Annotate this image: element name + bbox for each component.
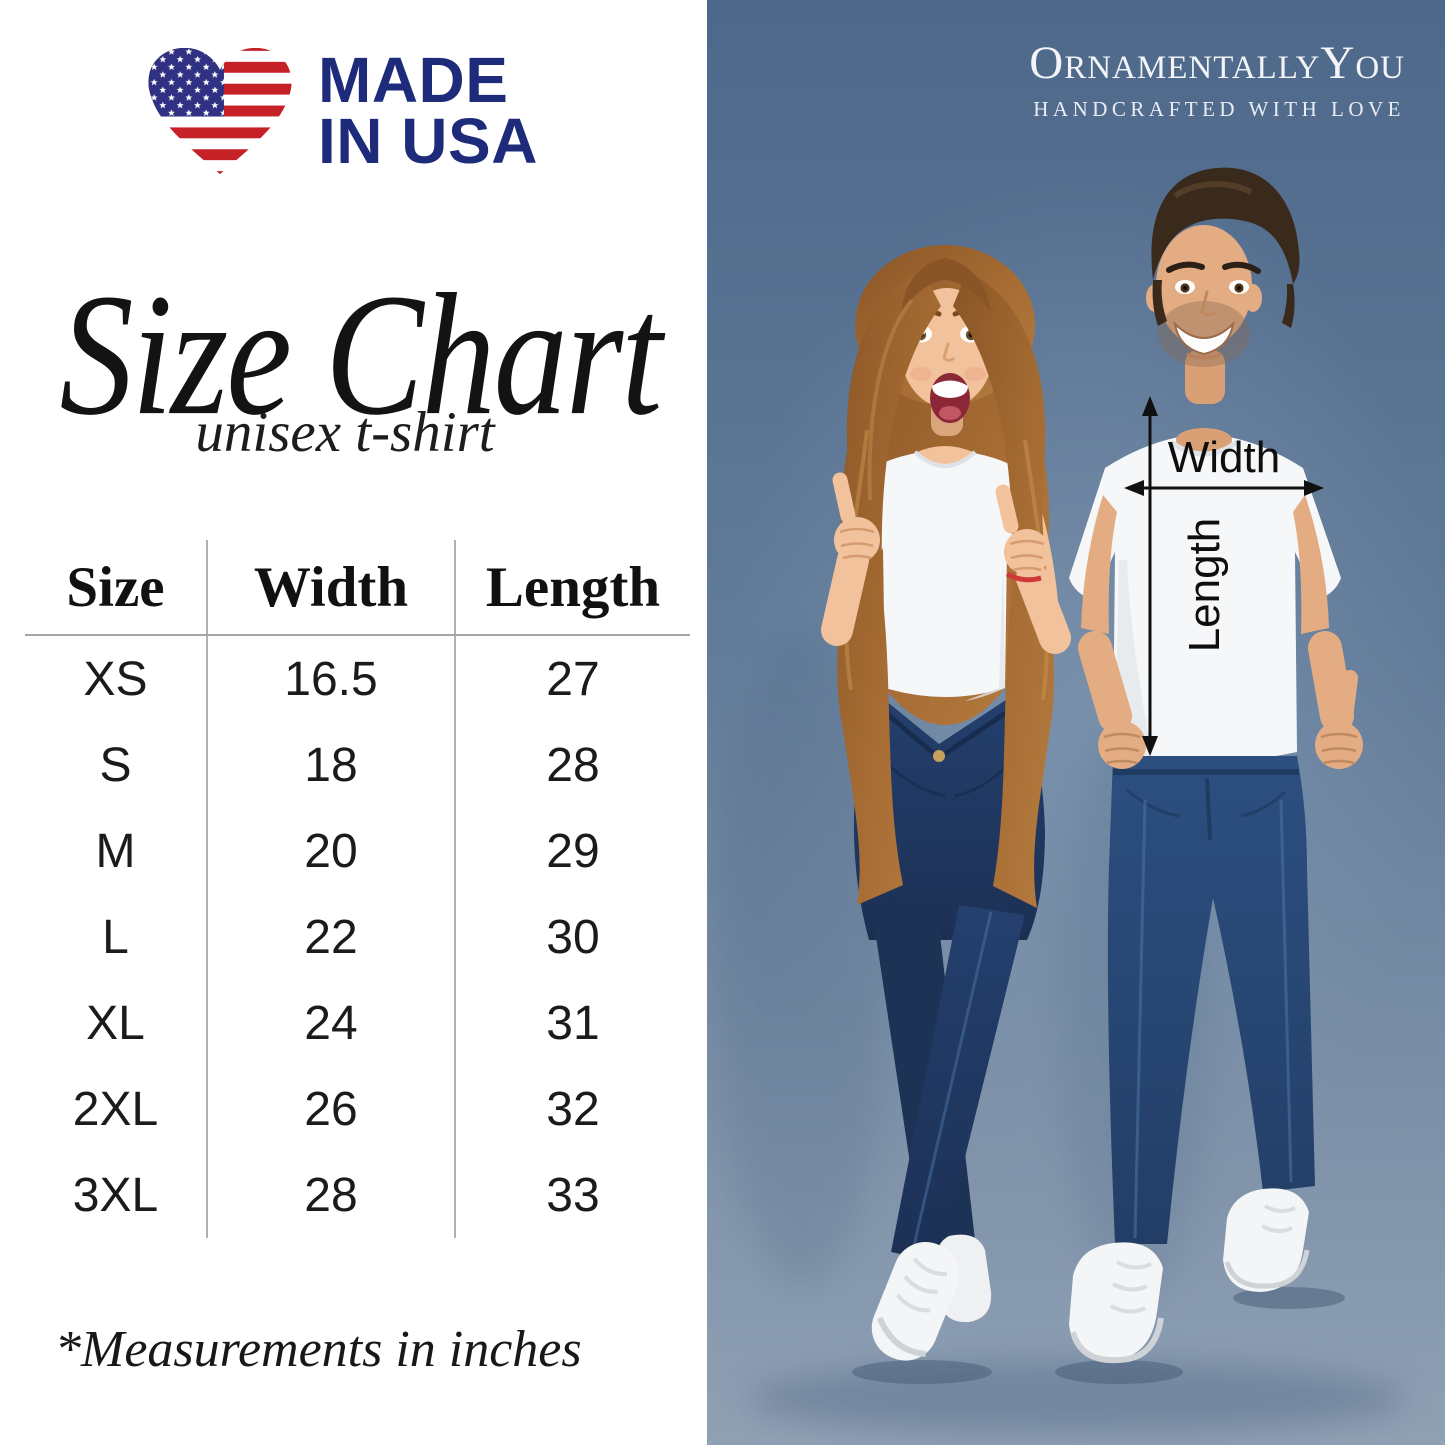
man-figure: [1055, 167, 1363, 1384]
size-table: Size Width Length XS 16.5 27 S 18 28 M: [25, 540, 690, 1238]
product-photo: Width Length OrnamentallyYou HANDCRAFTED…: [707, 0, 1445, 1445]
size-cell: 3XL: [72, 1168, 159, 1222]
width-arrow: [1124, 480, 1324, 496]
table-row: XS 16.5 27: [25, 635, 690, 722]
length-cell: 31: [546, 996, 600, 1050]
size-cell: M: [95, 824, 136, 878]
made-in-usa-text: MADE IN USA: [318, 44, 538, 177]
page-title: Size Chart: [59, 258, 663, 453]
brand-logo: OrnamentallyYou HANDCRAFTED WITH LOVE: [1029, 40, 1405, 122]
logo-line1: MADE: [318, 44, 509, 117]
table-row: L 22 30: [25, 894, 690, 980]
table-row: M 20 29: [25, 808, 690, 894]
size-cell: S: [99, 738, 132, 792]
width-cell: 28: [206, 1152, 456, 1238]
length-cell: 27: [546, 652, 600, 706]
size-cell: L: [102, 910, 129, 964]
width-cell: 16.5: [206, 635, 456, 722]
column-header-size: Size: [25, 540, 207, 636]
size-chart-panel: MADE IN USA Size Chart unisex t-shirt Si…: [0, 0, 707, 1445]
made-in-usa-logo: MADE IN USA: [138, 40, 538, 182]
length-arrow: [1142, 396, 1158, 756]
column-header-length: Length: [455, 540, 690, 636]
man-thumbs-up: [1098, 670, 1363, 769]
table-header-row: Size Width Length: [25, 540, 690, 636]
size-cell: XS: [83, 652, 148, 706]
size-cell: XL: [86, 996, 145, 1050]
width-cell: 18: [206, 722, 456, 808]
length-cell: 29: [546, 824, 600, 878]
width-cell: 22: [206, 894, 456, 980]
woman-thumbs-up: [832, 472, 1050, 583]
table-row: 2XL 26 32: [25, 1066, 690, 1152]
logo-line2: IN USA: [318, 105, 538, 177]
table-row: S 18 28: [25, 722, 690, 808]
length-cell: 28: [546, 738, 600, 792]
measurements-note: *Measurements in inches: [55, 1321, 582, 1378]
size-cell: 2XL: [72, 1082, 159, 1136]
brand-name: OrnamentallyYou: [1029, 37, 1405, 89]
width-cell: 26: [206, 1066, 456, 1152]
usa-heart-flag-icon: [148, 47, 292, 175]
table-row: XL 24 31: [25, 980, 690, 1066]
length-cell: 33: [546, 1168, 600, 1222]
table-row: 3XL 28 33: [25, 1152, 690, 1238]
width-cell: 24: [206, 980, 456, 1066]
length-cell: 32: [546, 1082, 600, 1136]
width-label: Width: [1168, 433, 1280, 482]
width-cell: 20: [206, 808, 456, 894]
woman-figure: [821, 245, 1071, 1384]
couple-photo-illustration: Width Length: [707, 0, 1445, 1445]
column-header-width: Width: [206, 540, 456, 636]
length-cell: 30: [546, 910, 600, 964]
length-label: Length: [1180, 518, 1229, 653]
brand-tagline: HANDCRAFTED WITH LOVE: [1033, 97, 1405, 121]
subtitle: unisex t-shirt: [195, 401, 495, 464]
red-bracelet: [1005, 571, 1042, 583]
